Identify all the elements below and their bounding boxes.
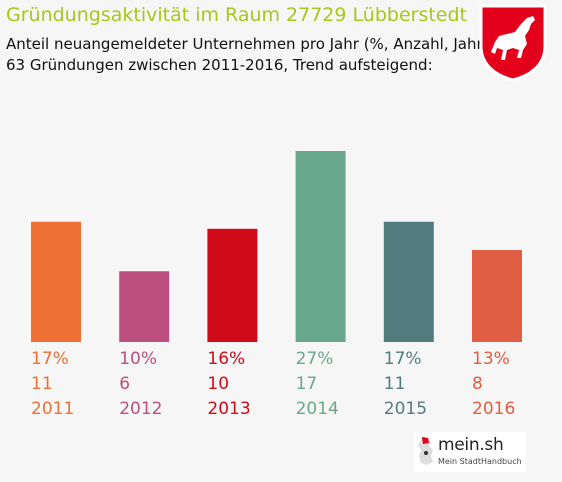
bar-2014 xyxy=(295,151,346,342)
year-label-2015: 2015 xyxy=(384,399,427,419)
count-label-2011: 11 xyxy=(31,374,53,394)
pct-label-2013: 16% xyxy=(207,349,245,369)
year-label-2016: 2016 xyxy=(472,399,515,419)
pct-label-2011: 17% xyxy=(31,349,69,369)
lower-saxony-horse-crest-icon xyxy=(479,4,547,82)
count-label-2013: 10 xyxy=(207,374,229,394)
pct-label-2014: 27% xyxy=(296,349,334,369)
bar-2016 xyxy=(472,250,522,342)
logo-wordmark: mein.sh xyxy=(438,435,504,455)
bar-2012 xyxy=(119,271,170,342)
count-label-2014: 17 xyxy=(296,374,318,394)
year-label-2012: 2012 xyxy=(119,399,162,419)
germany-map-icon xyxy=(418,437,433,465)
logo-tagline: Mein StadtHandbuch xyxy=(438,457,522,466)
chart-title: Gründungsaktivität im Raum 27729 Lübbers… xyxy=(6,4,467,26)
chart-subtitle: Anteil neuangemeldeter Unternehmen pro J… xyxy=(6,35,489,53)
pct-label-2016: 13% xyxy=(472,349,510,369)
pct-label-2015: 17% xyxy=(384,349,422,369)
mein-sh-logo[interactable]: mein.sh Mein StadtHandbuch xyxy=(414,432,526,472)
count-label-2016: 8 xyxy=(472,374,483,394)
year-label-2013: 2013 xyxy=(207,399,250,419)
bar-2015 xyxy=(383,221,434,342)
bar-2013 xyxy=(207,228,258,342)
count-label-2012: 6 xyxy=(119,374,130,394)
year-label-2011: 2011 xyxy=(31,399,74,419)
year-label-2014: 2014 xyxy=(296,399,339,419)
count-label-2015: 11 xyxy=(384,374,406,394)
bar-2011 xyxy=(31,221,81,342)
pct-label-2012: 10% xyxy=(119,349,157,369)
chart-summary: 63 Gründungen zwischen 2011-2016, Trend … xyxy=(6,56,433,74)
